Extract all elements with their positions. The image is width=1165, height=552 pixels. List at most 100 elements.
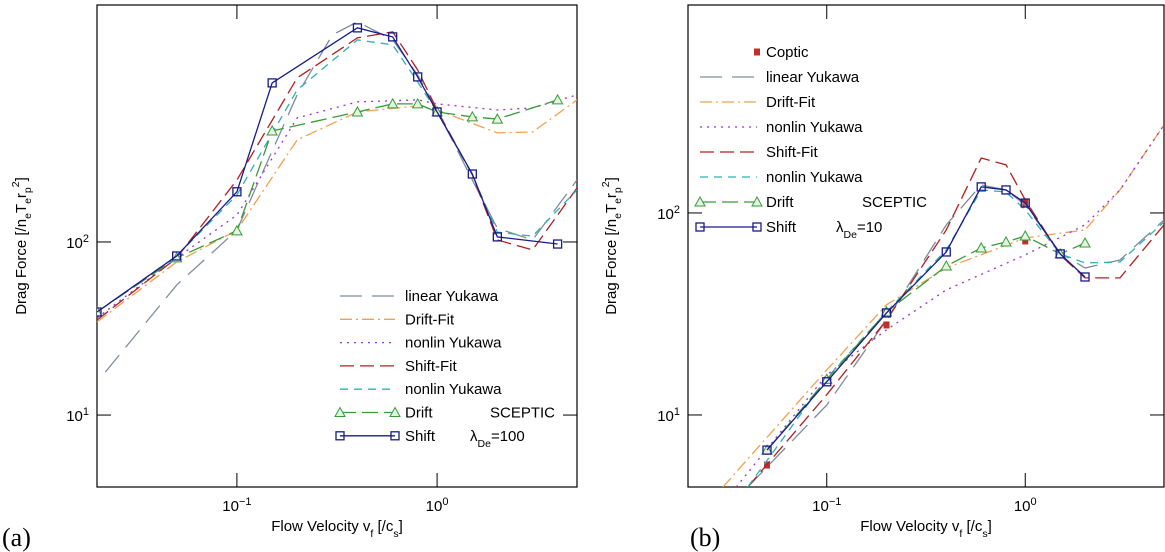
label-part: e xyxy=(612,213,624,219)
label-part: r xyxy=(13,193,30,198)
plot-frame xyxy=(687,4,1165,488)
triangle-marker xyxy=(466,110,479,122)
x-tick-label: 100 xyxy=(426,496,449,515)
tick-exp: −1 xyxy=(239,496,252,508)
annotation: λDe=10 xyxy=(836,219,882,241)
label-part: Drag Force [/n xyxy=(13,219,30,315)
label-part: f xyxy=(370,528,373,540)
triangle-marker xyxy=(551,93,564,105)
tick-base: 10 xyxy=(66,235,83,252)
label-part: =10 xyxy=(857,219,882,236)
label-part: ] xyxy=(399,518,403,535)
series-line xyxy=(97,39,577,313)
triangle-marker xyxy=(880,305,893,317)
triangle-marker xyxy=(1019,229,1032,241)
legend-label: Drift xyxy=(405,405,433,422)
tick-base: 10 xyxy=(66,408,83,425)
annotation: λDe=100 xyxy=(470,428,525,450)
series-line xyxy=(747,184,1164,487)
tick-exp: 2 xyxy=(674,204,680,216)
label-part: f xyxy=(959,528,962,540)
label-part: De xyxy=(844,229,858,241)
triangle-marker xyxy=(97,305,103,317)
square-marker xyxy=(413,72,423,82)
label-part: [/c xyxy=(962,518,983,535)
label-part: ] xyxy=(603,177,620,181)
plot-frame xyxy=(96,4,578,488)
triangle-marker xyxy=(351,105,364,117)
square-marker xyxy=(467,169,477,179)
label-part: Flow Velocity v xyxy=(271,518,371,535)
square-marker xyxy=(1055,249,1065,259)
triangle-marker xyxy=(491,113,504,124)
square-marker xyxy=(1020,198,1030,208)
tick-base: 10 xyxy=(657,206,674,223)
data-area xyxy=(722,124,1164,487)
x-tick-label: 100 xyxy=(1014,496,1037,515)
tick-exp: 0 xyxy=(442,496,448,508)
square-marker xyxy=(883,321,890,329)
triangle-marker xyxy=(231,224,243,236)
legend-label: Drift xyxy=(766,194,794,211)
label-part: =100 xyxy=(491,428,525,445)
label-part: 2 xyxy=(10,181,22,187)
series-line xyxy=(97,31,577,321)
label-part: Drag Force [/n xyxy=(603,219,620,315)
triangle-marker xyxy=(1000,235,1012,247)
legend-label: Coptic xyxy=(766,44,809,61)
label-part: T xyxy=(13,204,30,213)
legend-label: linear Yukawa xyxy=(405,288,499,305)
triangle-marker xyxy=(940,260,953,271)
tick-exp: 1 xyxy=(83,406,89,418)
y-tick-label: 102 xyxy=(66,233,89,252)
tick-base: 10 xyxy=(657,408,674,425)
square-marker xyxy=(552,239,563,249)
series-line xyxy=(97,94,577,319)
tick-exp: −1 xyxy=(829,496,842,508)
legend-label: linear Yukawa xyxy=(766,69,860,86)
series-line xyxy=(747,189,1164,487)
label-part: T xyxy=(603,204,620,213)
label-part: s xyxy=(982,528,987,540)
series-line xyxy=(747,157,1164,487)
square-marker xyxy=(172,251,182,261)
triangle-marker xyxy=(694,195,706,207)
square-marker xyxy=(97,307,102,317)
panel-label: (b) xyxy=(690,523,720,552)
label-part: ] xyxy=(13,177,30,181)
tick-base: 10 xyxy=(1014,498,1031,515)
square-marker xyxy=(881,308,892,318)
legend-label: Drift-Fit xyxy=(405,311,455,328)
label-part: Flow Velocity v xyxy=(860,518,960,535)
square-marker xyxy=(1080,272,1090,282)
series-line xyxy=(722,124,1164,487)
square-marker xyxy=(695,222,705,232)
legend-label: Shift-Fit xyxy=(766,144,819,161)
square-marker xyxy=(335,431,345,441)
square-marker xyxy=(267,78,277,88)
triangle-marker xyxy=(334,406,346,417)
legend-label: nonlin Yukawa xyxy=(405,381,502,398)
y-tick-label: 101 xyxy=(66,406,89,425)
legend-label: Drift-Fit xyxy=(766,94,816,111)
x-tick-label: 10−1 xyxy=(222,496,251,515)
square-marker xyxy=(822,377,832,387)
label-part: λ xyxy=(836,219,844,236)
x-axis-label: Flow Velocity vf [/cs] xyxy=(271,518,403,540)
label-part: SCEPTIC xyxy=(862,194,927,211)
x-axis-label: Flow Velocity vf [/cs] xyxy=(860,518,992,540)
triangle-marker xyxy=(411,97,424,109)
label-part: De xyxy=(478,438,492,450)
y-tick-label: 102 xyxy=(657,204,680,223)
square-marker xyxy=(754,48,760,56)
tick-exp: 1 xyxy=(674,406,680,418)
label-part: 2 xyxy=(600,181,612,187)
legend-label: nonlin Yukawa xyxy=(405,335,502,352)
label-part: p xyxy=(612,187,624,193)
triangle-marker xyxy=(1079,236,1091,248)
label-part: e xyxy=(22,198,34,204)
square-marker xyxy=(232,187,242,197)
